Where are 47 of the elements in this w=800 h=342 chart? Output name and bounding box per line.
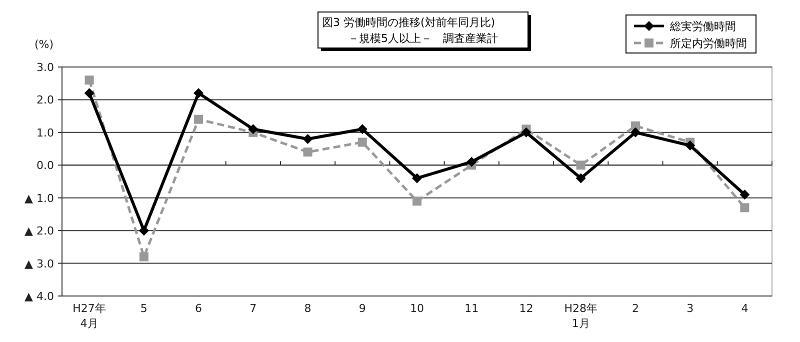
x-tick-label: 2	[632, 302, 639, 315]
legend-label: 所定内労働時間	[670, 37, 747, 50]
x-tick-label: 9	[358, 302, 366, 315]
x-tick-label: 12	[519, 302, 534, 315]
point	[358, 138, 367, 147]
x-tick-label: 3	[686, 302, 694, 315]
legend-label: 総実労働時間	[669, 20, 736, 33]
point	[576, 160, 586, 170]
point	[139, 252, 148, 262]
y-axis-title: (%)	[34, 38, 54, 51]
point	[630, 127, 640, 138]
point	[194, 88, 204, 98]
point	[740, 190, 750, 200]
x-tick-label: 10	[410, 302, 424, 315]
x-tick-label: H28年 1月	[564, 302, 598, 330]
y-tick-label: ▲ 3.0	[24, 257, 54, 270]
x-tick-label: 8	[304, 302, 312, 315]
point	[303, 148, 312, 157]
point	[357, 124, 368, 134]
point	[412, 173, 422, 184]
point	[466, 156, 477, 167]
y-tick-label: ▲ 2.0	[24, 224, 54, 238]
point	[302, 134, 313, 144]
point	[740, 203, 750, 212]
y-tick-label: ▲ 4.0	[24, 290, 54, 303]
x-tick-label: 7	[250, 302, 257, 315]
x-tick-label: 4	[741, 302, 748, 315]
x-tick-label: H27年 4月	[72, 302, 106, 330]
point	[576, 173, 586, 184]
point	[84, 76, 94, 85]
point	[138, 226, 149, 236]
chart-title: 図3 労働時間の推移(対前年同月比)	[322, 16, 496, 29]
point	[412, 196, 422, 206]
y-tick-label: 2.0	[36, 94, 54, 107]
x-tick-label: 6	[195, 302, 202, 315]
x-tick-label: 5	[140, 302, 148, 315]
point	[248, 124, 258, 134]
y-tick-label: 0.0	[36, 159, 54, 172]
point	[521, 127, 532, 138]
y-tick-label: ▲ 1.0	[24, 192, 54, 205]
point	[685, 140, 696, 151]
point	[84, 88, 94, 98]
y-tick-label: 3.0	[36, 61, 54, 74]
y-tick-label: 1.0	[36, 126, 54, 140]
point	[194, 114, 204, 124]
x-tick-label: 11	[464, 302, 479, 315]
chart-subtitle: －規模5人以上－ 調査産業計	[348, 32, 498, 45]
